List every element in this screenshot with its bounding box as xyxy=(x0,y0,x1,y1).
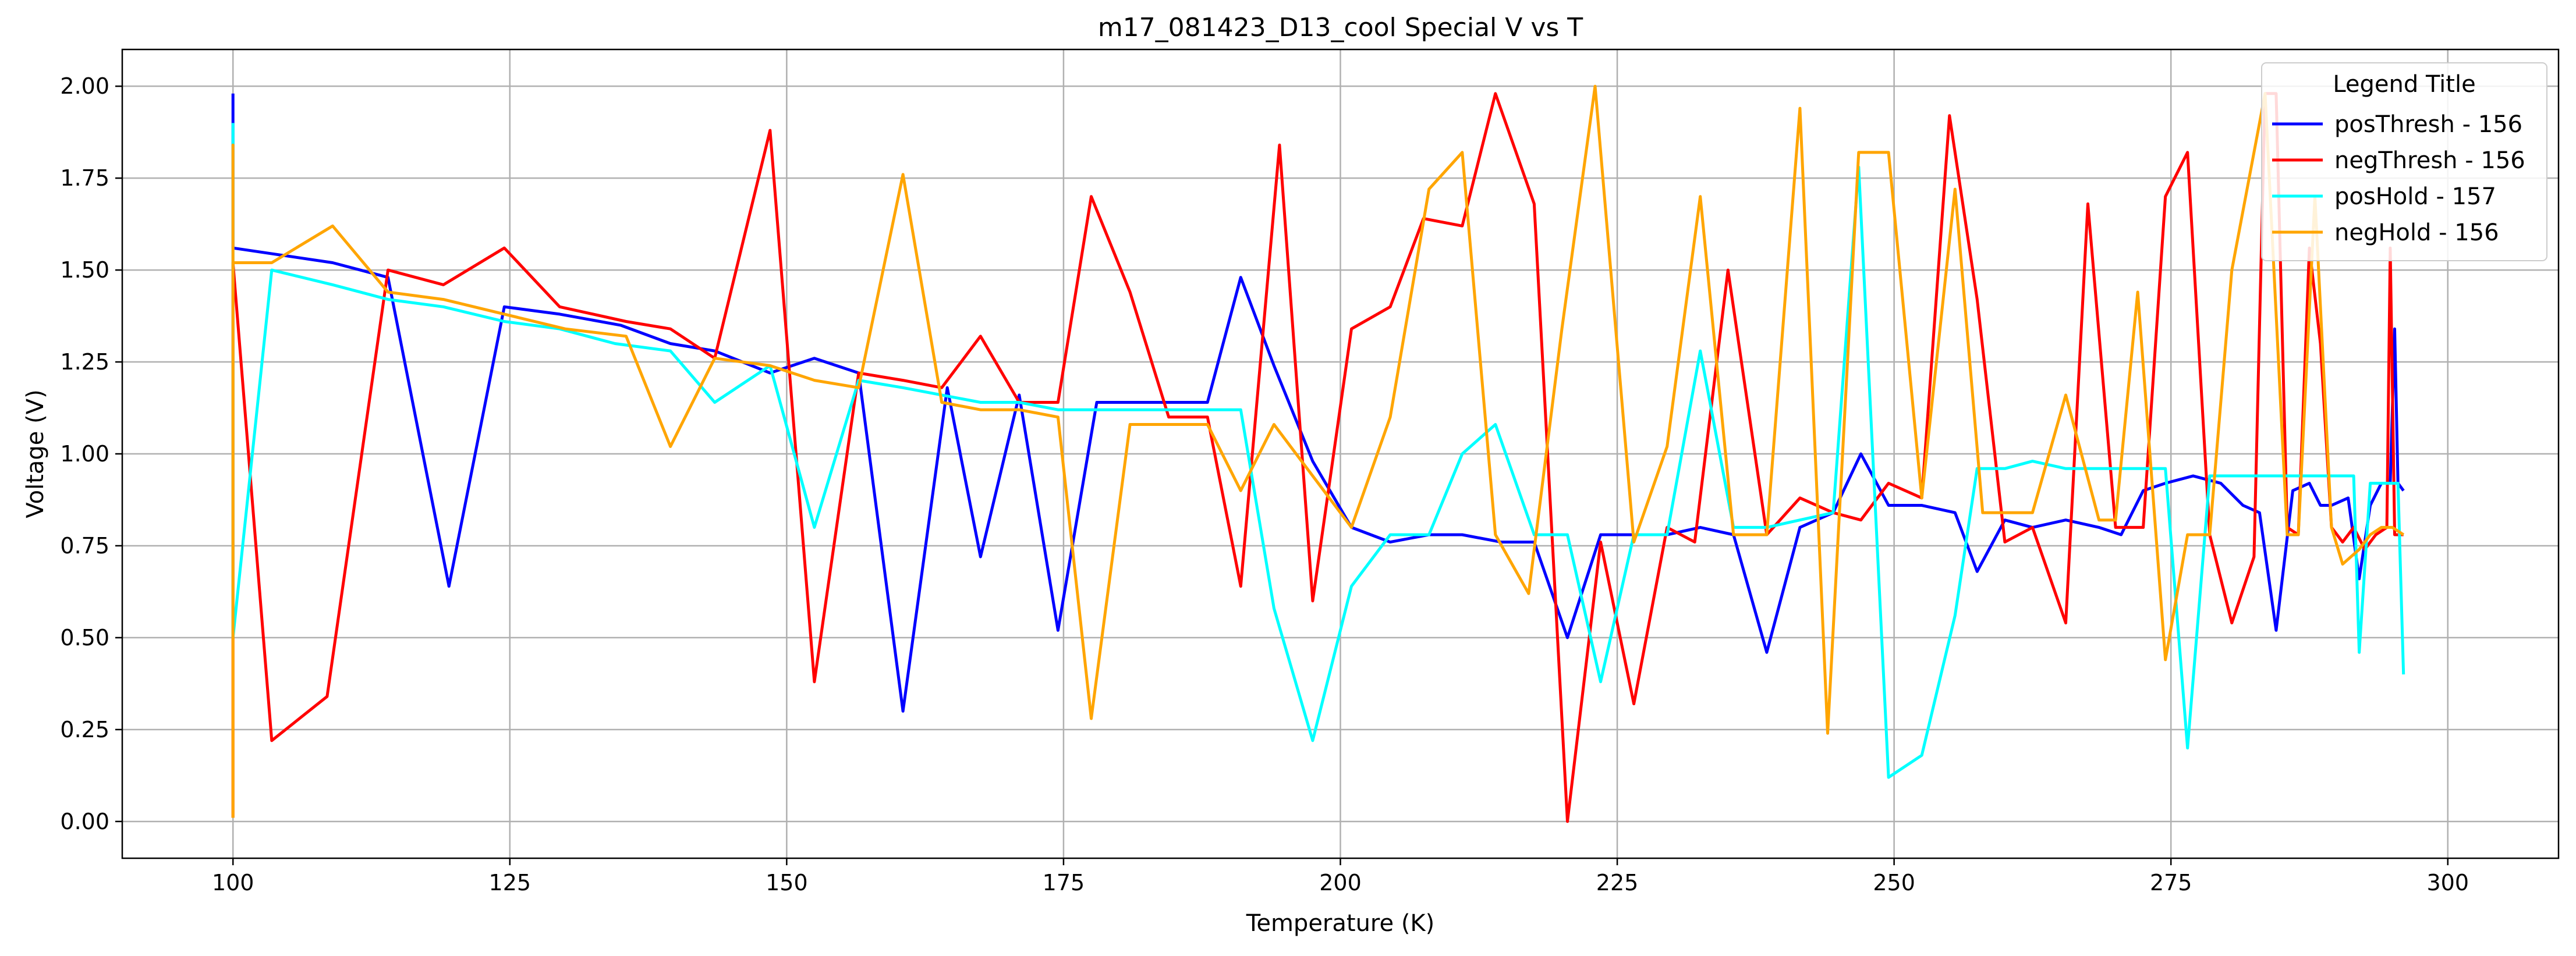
y-tick-label: 2.00 xyxy=(60,73,109,99)
legend-items: posThresh - 156 negThresh - 156 posHold - … xyxy=(2272,111,2525,246)
x-axis-ticks: 100 125 150 175 200 225 250 275 300 xyxy=(212,858,2469,895)
series-lines xyxy=(231,84,2405,823)
series-line-2 xyxy=(231,92,2404,823)
legend-label-4: negHold - 156 xyxy=(2334,219,2499,246)
chart-title: m17_081423_D13_cool Special V vs T xyxy=(1098,13,1583,42)
x-tick-label: 225 xyxy=(1596,870,1639,895)
legend-label-2: negThresh - 156 xyxy=(2334,147,2525,174)
x-tick-label: 175 xyxy=(1043,870,1085,895)
y-tick-label: 1.00 xyxy=(60,441,109,467)
legend: Legend Title posThresh - 156 negThresh - … xyxy=(2261,62,2547,261)
series-line-3 xyxy=(231,123,2405,779)
y-tick-label: 0.75 xyxy=(60,533,109,559)
series-line-4 xyxy=(231,84,2405,818)
y-tick-label: 0.00 xyxy=(60,809,109,834)
x-tick-label: 200 xyxy=(1319,870,1362,895)
y-tick-label: 0.25 xyxy=(60,717,109,742)
x-tick-label: 100 xyxy=(212,870,254,895)
y-axis-label: Voltage (V) xyxy=(22,389,49,518)
y-tick-label: 1.25 xyxy=(60,349,109,375)
legend-title: Legend Title xyxy=(2333,71,2475,98)
x-axis-label: Temperature (K) xyxy=(1246,910,1435,937)
legend-box xyxy=(2261,62,2547,261)
y-tick-label: 1.50 xyxy=(60,257,109,283)
y-tick-label: 0.50 xyxy=(60,625,109,651)
legend-label-3: posHold - 157 xyxy=(2334,183,2496,210)
x-tick-label: 150 xyxy=(766,870,808,895)
x-tick-label: 300 xyxy=(2427,870,2469,895)
y-tick-label: 1.75 xyxy=(60,165,109,191)
legend-label-1: posThresh - 156 xyxy=(2334,111,2522,138)
x-tick-label: 250 xyxy=(1873,870,1915,895)
x-tick-label: 275 xyxy=(2150,870,2192,895)
y-axis-ticks: 0.00 0.25 0.50 0.75 1.00 1.25 1.50 1.75 2.00 xyxy=(60,73,122,834)
x-tick-label: 125 xyxy=(489,870,532,895)
